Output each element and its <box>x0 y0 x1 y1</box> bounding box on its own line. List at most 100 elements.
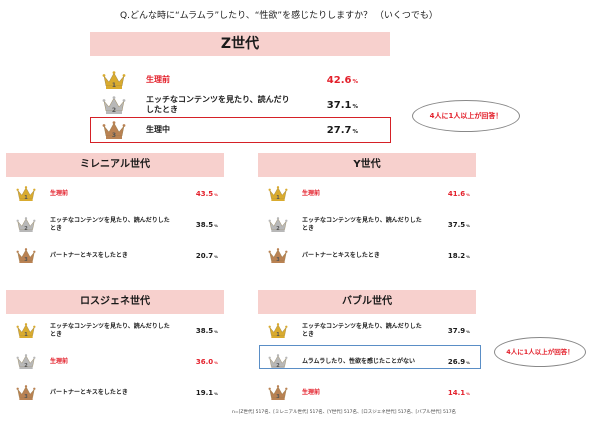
rank-label: パートナーとキスをしたとき <box>302 251 380 259</box>
rank-value: 41.6% <box>448 190 470 198</box>
rank-row: 2 エッチなコンテンツを見たり、読んだりしたとき 37.5% <box>258 216 476 233</box>
rank-value: 14.1% <box>448 389 470 397</box>
rank-value-unit: % <box>352 78 358 85</box>
rank-value-unit: % <box>352 103 358 110</box>
rank-label: 生理前 <box>302 189 321 197</box>
bronze-crown-icon: 3 <box>16 384 36 401</box>
rank-number: 3 <box>24 257 28 263</box>
rank-number: 1 <box>276 195 280 201</box>
rank-value-unit: % <box>214 253 218 259</box>
rank-number: 2 <box>276 226 280 232</box>
rank-value-unit: % <box>466 253 470 259</box>
rank-row: 3 生理中 27.7% <box>90 120 390 140</box>
rank-label: 生理前 <box>50 189 69 197</box>
rank-label: 生理前 <box>146 75 170 84</box>
rank-value-unit: % <box>466 222 470 228</box>
panel-title: ミレニアル世代 <box>6 153 224 177</box>
rank-value-number: 38.5 <box>195 326 214 335</box>
rank-number: 1 <box>276 332 280 338</box>
rank-label: エッチなコンテンツを見たり、読んだりしたとき <box>302 323 422 338</box>
rank-number: 3 <box>276 394 280 400</box>
rank-value-unit: % <box>466 359 470 365</box>
rank-value: 38.5% <box>196 327 218 335</box>
rank-row: 2 エッチなコンテンツを見たり、読んだりしたとき 38.5% <box>6 216 224 233</box>
rank-number: 3 <box>111 132 117 139</box>
rank-value: 26.9% <box>448 358 470 366</box>
rank-value-number: 36.0 <box>195 357 214 366</box>
rank-value-number: 37.5 <box>447 220 466 229</box>
rank-number: 2 <box>24 226 28 232</box>
callout-bubble: 4人に1人以上が回答！ <box>494 337 586 367</box>
rank-row: 1 エッチなコンテンツを見たり、読んだりしたとき 38.5% <box>6 322 224 339</box>
bronze-crown-icon: 3 <box>16 247 36 264</box>
gold-crown-icon: 1 <box>268 185 288 202</box>
rank-value-number: 41.6 <box>447 189 466 198</box>
rank-value: 36.0% <box>196 358 218 366</box>
rank-number: 3 <box>276 257 280 263</box>
rank-row: 3 パートナーとキスをしたとき 19.1% <box>6 384 224 401</box>
silver-crown-icon: 2 <box>16 353 36 370</box>
bronze-crown-icon: 3 <box>102 120 126 140</box>
sample-size-footnote: n=[Z世代] 517名、[ミレニアル世代] 517名、[Y世代] 517名、[… <box>232 410 457 415</box>
rank-number: 2 <box>111 107 117 114</box>
rank-row: 2 エッチなコンテンツを見たり、読んだりしたとき 37.1% <box>90 95 390 115</box>
rank-value: 27.7% <box>327 125 358 136</box>
rank-number: 1 <box>111 82 117 89</box>
gold-crown-icon: 1 <box>268 322 288 339</box>
rank-label: エッチなコンテンツを見たり、読んだりしたとき <box>50 323 170 338</box>
rank-row: 3 パートナーとキスをしたとき 20.7% <box>6 247 224 264</box>
rank-number: 1 <box>24 195 28 201</box>
callout-bubble: 4人に1人以上が回答！ <box>412 100 520 132</box>
rank-value-unit: % <box>466 328 470 334</box>
rank-value-unit: % <box>214 222 218 228</box>
rank-label: 生理前 <box>50 357 69 365</box>
rank-value-number: 27.7 <box>326 124 352 136</box>
rank-value-number: 37.1 <box>326 99 352 111</box>
rank-value: 20.7% <box>196 252 218 260</box>
rank-label: 生理中 <box>146 125 170 134</box>
rank-value: 19.1% <box>196 389 218 397</box>
rank-row: 1 生理前 43.5% <box>6 185 224 202</box>
rank-value: 38.5% <box>196 221 218 229</box>
rank-value-number: 20.7 <box>195 251 214 260</box>
rank-number: 3 <box>24 394 28 400</box>
gold-crown-icon: 1 <box>16 322 36 339</box>
silver-crown-icon: 2 <box>102 95 126 115</box>
rank-label: ムラムラしたり、性欲を感じたことがない <box>302 357 415 365</box>
rank-label: エッチなコンテンツを見たり、読んだりしたとき <box>50 217 170 232</box>
rank-row: 3 パートナーとキスをしたとき 18.2% <box>258 247 476 264</box>
rank-number: 1 <box>24 332 28 338</box>
bronze-crown-icon: 3 <box>268 247 288 264</box>
rank-value: 43.5% <box>196 190 218 198</box>
rank-value-unit: % <box>214 359 218 365</box>
rank-value-unit: % <box>214 191 218 197</box>
rank-label: エッチなコンテンツを見たり、読んだりしたとき <box>302 217 422 232</box>
panel-title: Z世代 <box>90 32 390 56</box>
panel-title: ロスジェネ世代 <box>6 290 224 314</box>
rank-value-number: 18.2 <box>447 251 466 260</box>
highlight-box-rank3 <box>90 117 391 143</box>
rank-row: 1 エッチなコンテンツを見たり、読んだりしたとき 37.9% <box>258 322 476 339</box>
rank-row: 2 生理前 36.0% <box>6 353 224 370</box>
panel-millennial-generation: ミレニアル世代 1 生理前 43.5% 2 エッチなコンテンツを見たり、読んだりしたとき… <box>6 153 224 273</box>
rank-value: 37.1% <box>327 100 358 111</box>
rank-value: 42.6% <box>327 75 358 86</box>
bronze-crown-icon: 3 <box>268 384 288 401</box>
rank-label: パートナーとキスをしたとき <box>50 251 128 259</box>
gold-crown-icon: 1 <box>16 185 36 202</box>
rank-value-number: 43.5 <box>195 189 214 198</box>
silver-crown-icon: 2 <box>16 216 36 233</box>
rank-value-number: 26.9 <box>447 357 466 366</box>
rank-value-unit: % <box>352 128 358 135</box>
panel-title: Y世代 <box>258 153 476 177</box>
rank-label: エッチなコンテンツを見たり、読んだりしたとき <box>146 95 290 114</box>
silver-crown-icon: 2 <box>268 216 288 233</box>
rank-number: 2 <box>276 363 280 369</box>
silver-crown-icon: 2 <box>268 353 288 370</box>
panel-y-generation: Y世代 1 生理前 41.6% 2 エッチなコンテンツを見たり、読んだりしたとき 37.5… <box>258 153 476 273</box>
rank-label: 生理前 <box>302 388 321 396</box>
question-title: Q.どんな時に“ムラムラ”したり、“性欲”を感じたりしますか？ （いくつでも） <box>120 11 438 21</box>
rank-value-number: 42.6 <box>326 74 352 86</box>
rank-value-unit: % <box>214 390 218 396</box>
rank-value: 37.5% <box>448 221 470 229</box>
